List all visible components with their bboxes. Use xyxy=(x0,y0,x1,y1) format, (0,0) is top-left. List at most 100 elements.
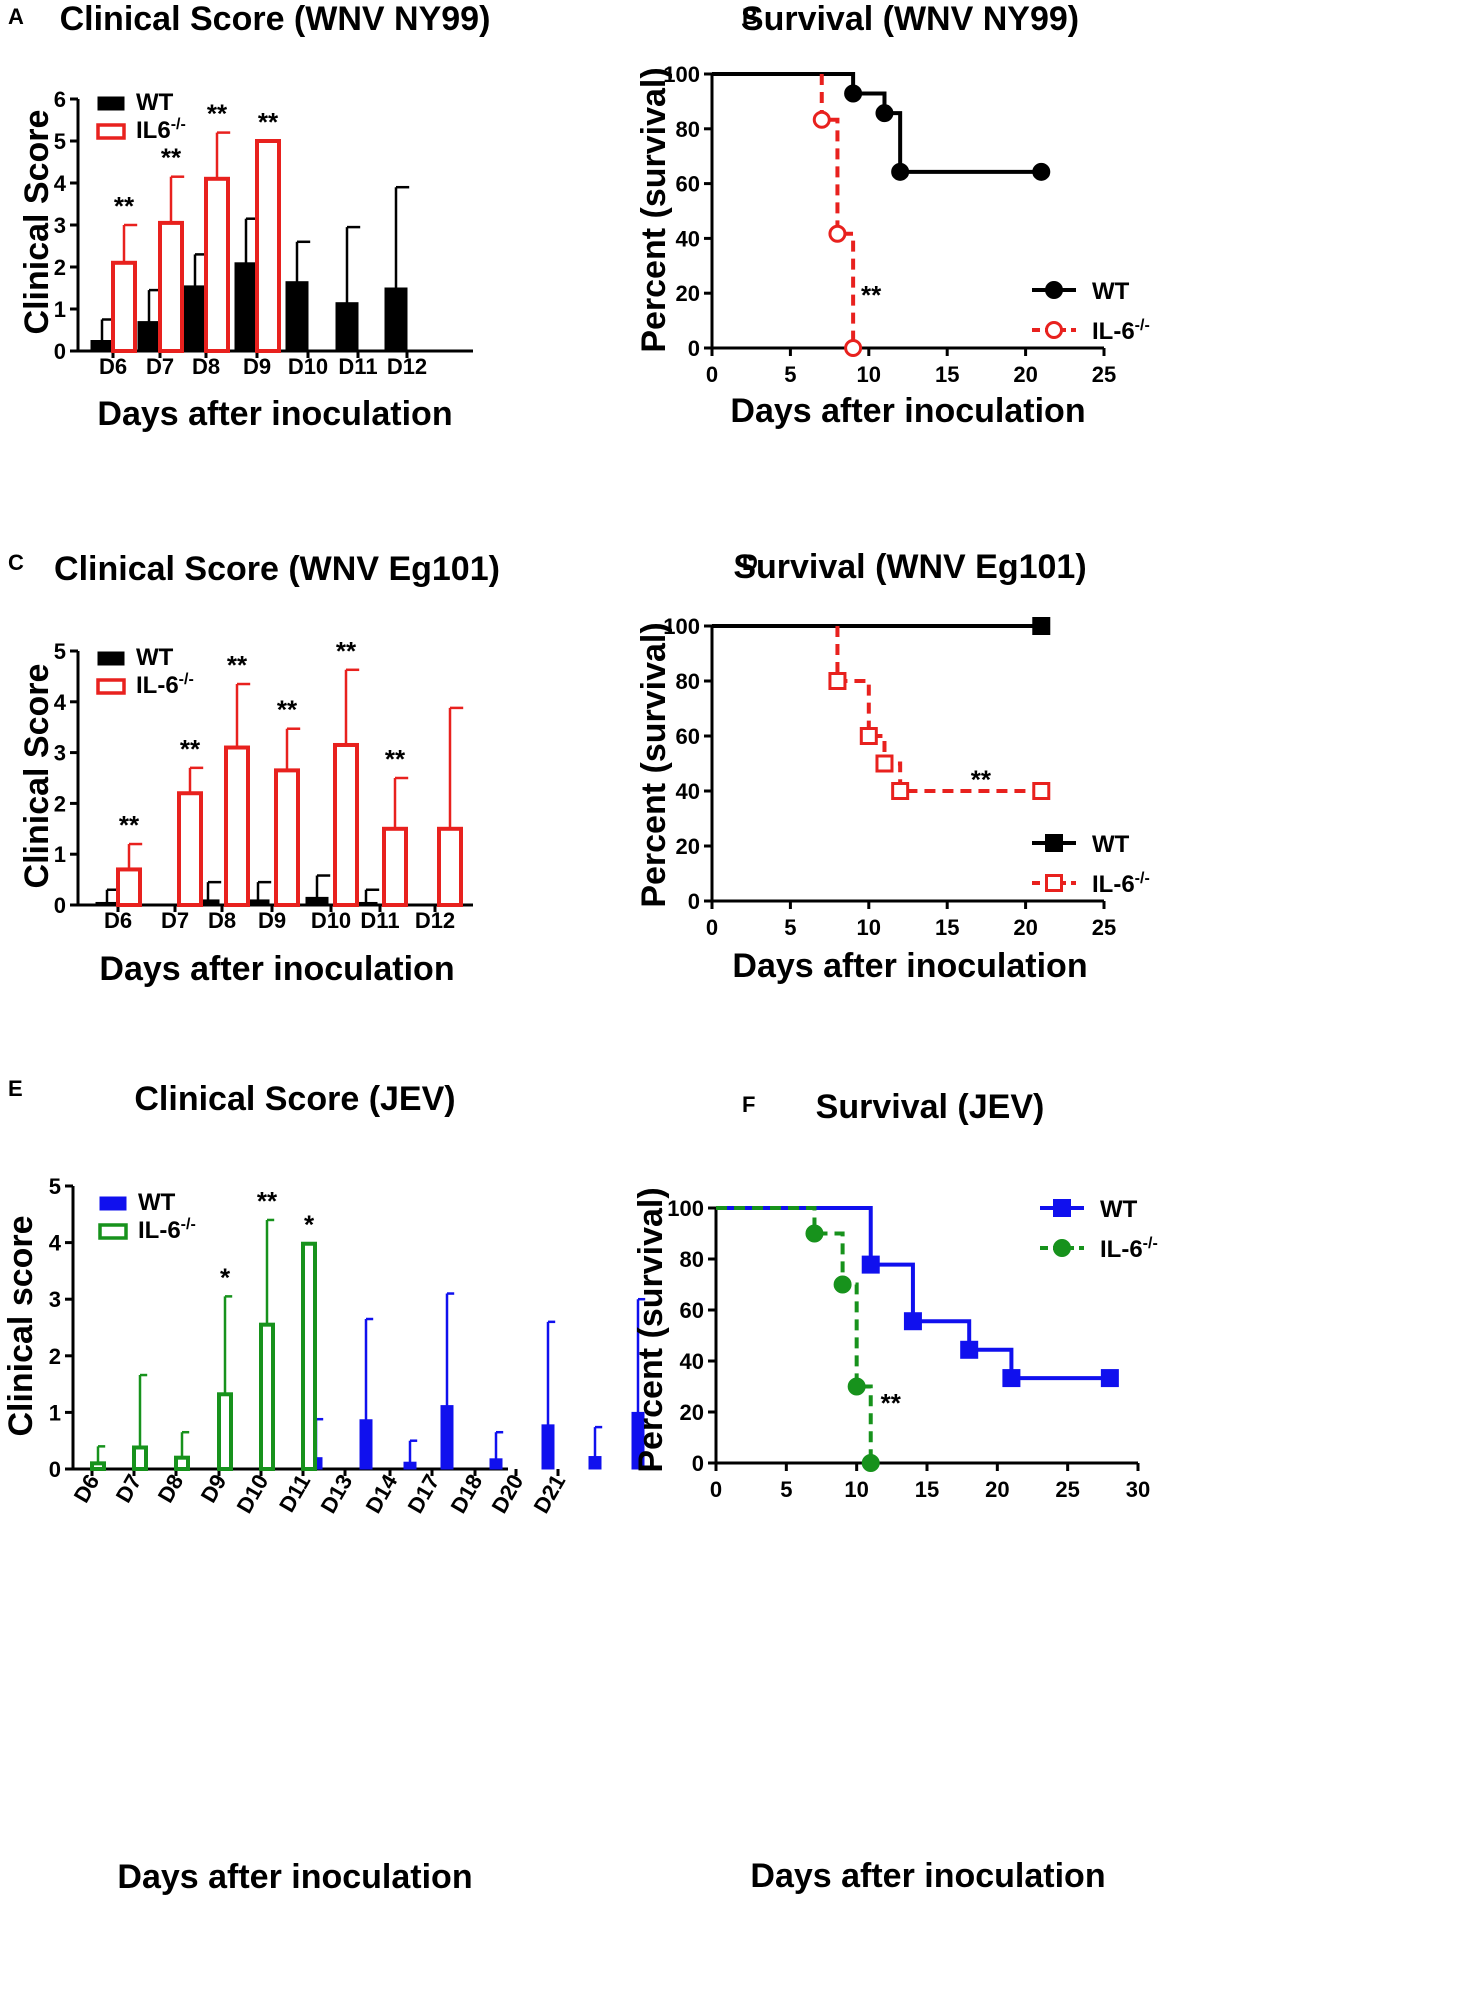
data-point-marker xyxy=(1032,617,1051,635)
legend-label: IL-6-/- xyxy=(1092,870,1150,898)
chart-title: Survival (WNV Eg101) xyxy=(733,548,1086,586)
bar-wt xyxy=(588,1456,602,1470)
y-tick-label: 0 xyxy=(54,339,66,364)
legend-label-base: IL-6 xyxy=(138,1217,181,1244)
bar-il-6 xyxy=(217,1392,233,1471)
legend-label: IL-6-/- xyxy=(1092,317,1150,345)
y-tick-label: 6 xyxy=(54,87,66,112)
bar-wt xyxy=(489,1458,503,1470)
significance-label: * xyxy=(304,1210,315,1240)
significance-label: ** xyxy=(227,650,248,680)
bar-il-6 xyxy=(174,1455,190,1472)
significance-label: ** xyxy=(180,734,201,764)
x-tick-label: D7 xyxy=(161,908,189,933)
x-tick-label: D11 xyxy=(274,1470,315,1516)
y-tick-label: 0 xyxy=(688,889,700,914)
legend-label-base: WT xyxy=(1092,831,1130,858)
y-tick-label: 60 xyxy=(680,1298,704,1323)
legend-label-superscript: -/- xyxy=(1143,1235,1158,1252)
legend-label-base: WT xyxy=(1092,278,1130,305)
panel-f: F Survival (JEV) Days after inoculation Per… xyxy=(632,1088,1158,1895)
legend-label: WT xyxy=(1092,831,1130,858)
y-tick-label: 0 xyxy=(49,1457,61,1482)
significance-label: ** xyxy=(161,143,182,173)
legend-swatch xyxy=(96,123,126,140)
y-tick-label: 0 xyxy=(54,893,66,918)
x-tick-label: 15 xyxy=(915,1477,939,1502)
data-point-marker xyxy=(891,782,910,800)
bar-wt xyxy=(541,1424,555,1470)
x-tick-label: 10 xyxy=(857,362,881,387)
data-point-marker xyxy=(903,1312,922,1331)
y-tick-label: 80 xyxy=(676,669,700,694)
legend-label: IL-6-/- xyxy=(136,671,194,699)
x-tick-label: D13 xyxy=(315,1470,357,1517)
x-tick-label: 15 xyxy=(935,915,959,940)
bar-il-6 xyxy=(224,745,250,908)
bar-wt xyxy=(440,1405,454,1470)
y-axis-label: Clinical Score xyxy=(18,110,56,335)
data-point-marker xyxy=(960,1340,979,1359)
significance-annotation: ** xyxy=(861,280,882,310)
legend-label-base: IL-6 xyxy=(1092,871,1135,898)
legend-label-base: WT xyxy=(136,644,174,671)
data-point-marker xyxy=(875,754,894,773)
x-tick-label: D9 xyxy=(243,354,271,379)
x-axis-label: Days after inoculation xyxy=(750,1857,1105,1895)
survival-line-wt xyxy=(716,1206,1110,1381)
data-point-marker xyxy=(1032,162,1051,181)
x-tick-label: 15 xyxy=(935,362,959,387)
panel-letter: F xyxy=(742,1092,755,1117)
y-tick-label: 80 xyxy=(680,1247,704,1272)
x-tick-label: 0 xyxy=(706,362,718,387)
significance-label: ** xyxy=(258,107,279,137)
bar-wt xyxy=(95,901,119,906)
data-point-marker xyxy=(805,1224,824,1243)
x-axis-label: Days after inoculation xyxy=(99,950,454,988)
legend-label-base: IL-6 xyxy=(1092,318,1135,345)
y-tick-label: 0 xyxy=(692,1451,704,1476)
bar-il-6 xyxy=(132,1445,148,1471)
x-tick-label: D9 xyxy=(258,908,286,933)
data-point-marker xyxy=(844,84,863,103)
legend-label-base: IL-6 xyxy=(136,672,179,699)
panel-letter: A xyxy=(8,4,24,29)
significance-label: ** xyxy=(336,636,357,666)
bar-wt xyxy=(137,321,161,352)
y-tick-label: 3 xyxy=(54,213,66,238)
legend-label-base: WT xyxy=(136,89,174,116)
legend-label: IL-6-/- xyxy=(138,1216,196,1244)
x-tick-label: D8 xyxy=(153,1470,189,1507)
bar-il-6 xyxy=(116,867,142,908)
y-tick-label: 2 xyxy=(49,1344,61,1369)
data-point-marker xyxy=(861,1255,880,1274)
x-tick-label: D6 xyxy=(69,1470,105,1507)
x-tick-label: D8 xyxy=(208,908,236,933)
legend-label: IL-6-/- xyxy=(1100,1235,1158,1263)
x-tick-label: D6 xyxy=(99,354,127,379)
bar-wt xyxy=(335,302,359,352)
bar-wt xyxy=(384,287,408,352)
legend-swatch xyxy=(97,651,125,666)
x-tick-label: 30 xyxy=(1126,1477,1150,1502)
x-tick-label: D7 xyxy=(146,354,174,379)
significance-label: ** xyxy=(385,744,406,774)
y-tick-label: 100 xyxy=(663,62,700,87)
y-tick-label: 20 xyxy=(680,1400,704,1425)
bar-wt xyxy=(305,896,329,906)
x-tick-label: D6 xyxy=(104,908,132,933)
bar-il6 xyxy=(111,260,137,353)
y-tick-label: 60 xyxy=(676,724,700,749)
x-tick-label: 20 xyxy=(1013,362,1037,387)
y-tick-label: 5 xyxy=(54,129,66,154)
data-point-marker xyxy=(875,104,894,123)
data-point-marker xyxy=(844,339,863,357)
bar-il-6 xyxy=(437,826,463,907)
panel-letter: C xyxy=(8,550,24,575)
data-point-marker xyxy=(812,110,831,129)
x-tick-label: 0 xyxy=(710,1477,722,1502)
data-point-marker xyxy=(833,1275,852,1294)
y-tick-label: 40 xyxy=(676,779,700,804)
